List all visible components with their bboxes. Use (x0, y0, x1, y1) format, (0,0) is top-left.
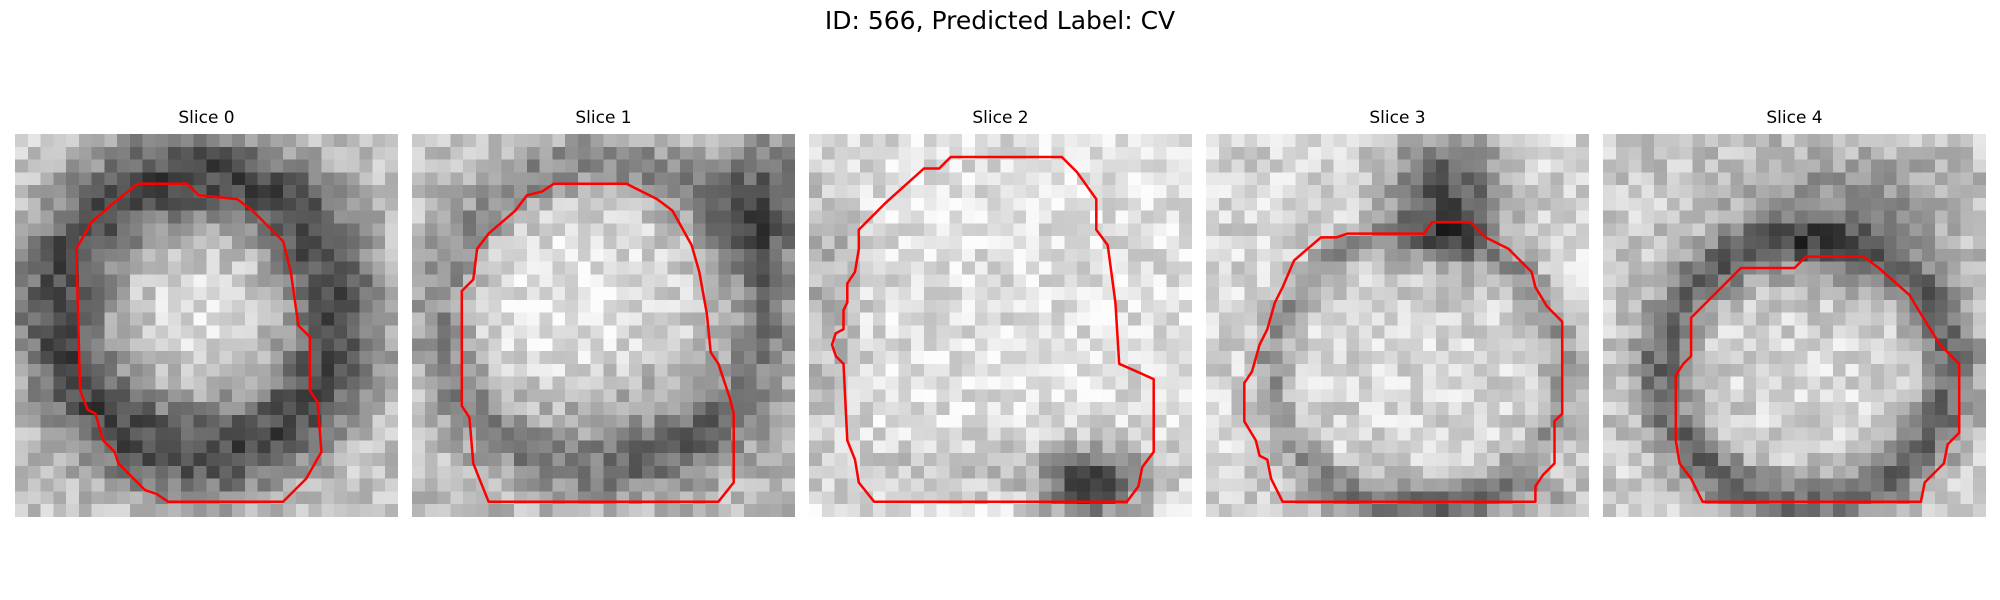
slice-svg (412, 134, 795, 517)
figure-title: ID: 566, Predicted Label: CV (824, 6, 1176, 35)
segmentation-contour (75, 182, 323, 503)
slice-image-3 (1206, 134, 1589, 517)
slice-title: Slice 1 (575, 108, 632, 128)
segmentation-contour (830, 155, 1155, 503)
segmentation-contour (1674, 255, 1961, 503)
grayscale-pixels (1603, 134, 1986, 517)
slice-title: Slice 0 (178, 108, 235, 128)
grayscale-pixels (412, 134, 795, 517)
slice-panel-3: Slice 3 (1206, 108, 1589, 518)
slice-panel-1: Slice 1 (412, 108, 795, 518)
slice-panel-2: Slice 2 (809, 108, 1192, 518)
grayscale-pixels (809, 134, 1192, 517)
slice-image-2 (809, 134, 1192, 517)
segmentation-contour (460, 182, 735, 503)
slice-panel-4: Slice 4 (1603, 108, 1986, 518)
slice-svg (1206, 134, 1589, 517)
slice-image-4 (1603, 134, 1986, 517)
slice-panel-0: Slice 0 (15, 108, 398, 518)
grayscale-pixels (1206, 134, 1589, 517)
slice-image-1 (412, 134, 795, 517)
slice-svg (1603, 134, 1986, 517)
slice-title: Slice 2 (972, 108, 1029, 128)
grayscale-pixels (15, 134, 398, 517)
slice-title: Slice 4 (1766, 108, 1823, 128)
slice-image-0 (15, 134, 398, 517)
slice-title: Slice 3 (1369, 108, 1426, 128)
segmentation-contour (1243, 220, 1564, 503)
slice-svg (15, 134, 398, 517)
slice-svg (809, 134, 1192, 517)
